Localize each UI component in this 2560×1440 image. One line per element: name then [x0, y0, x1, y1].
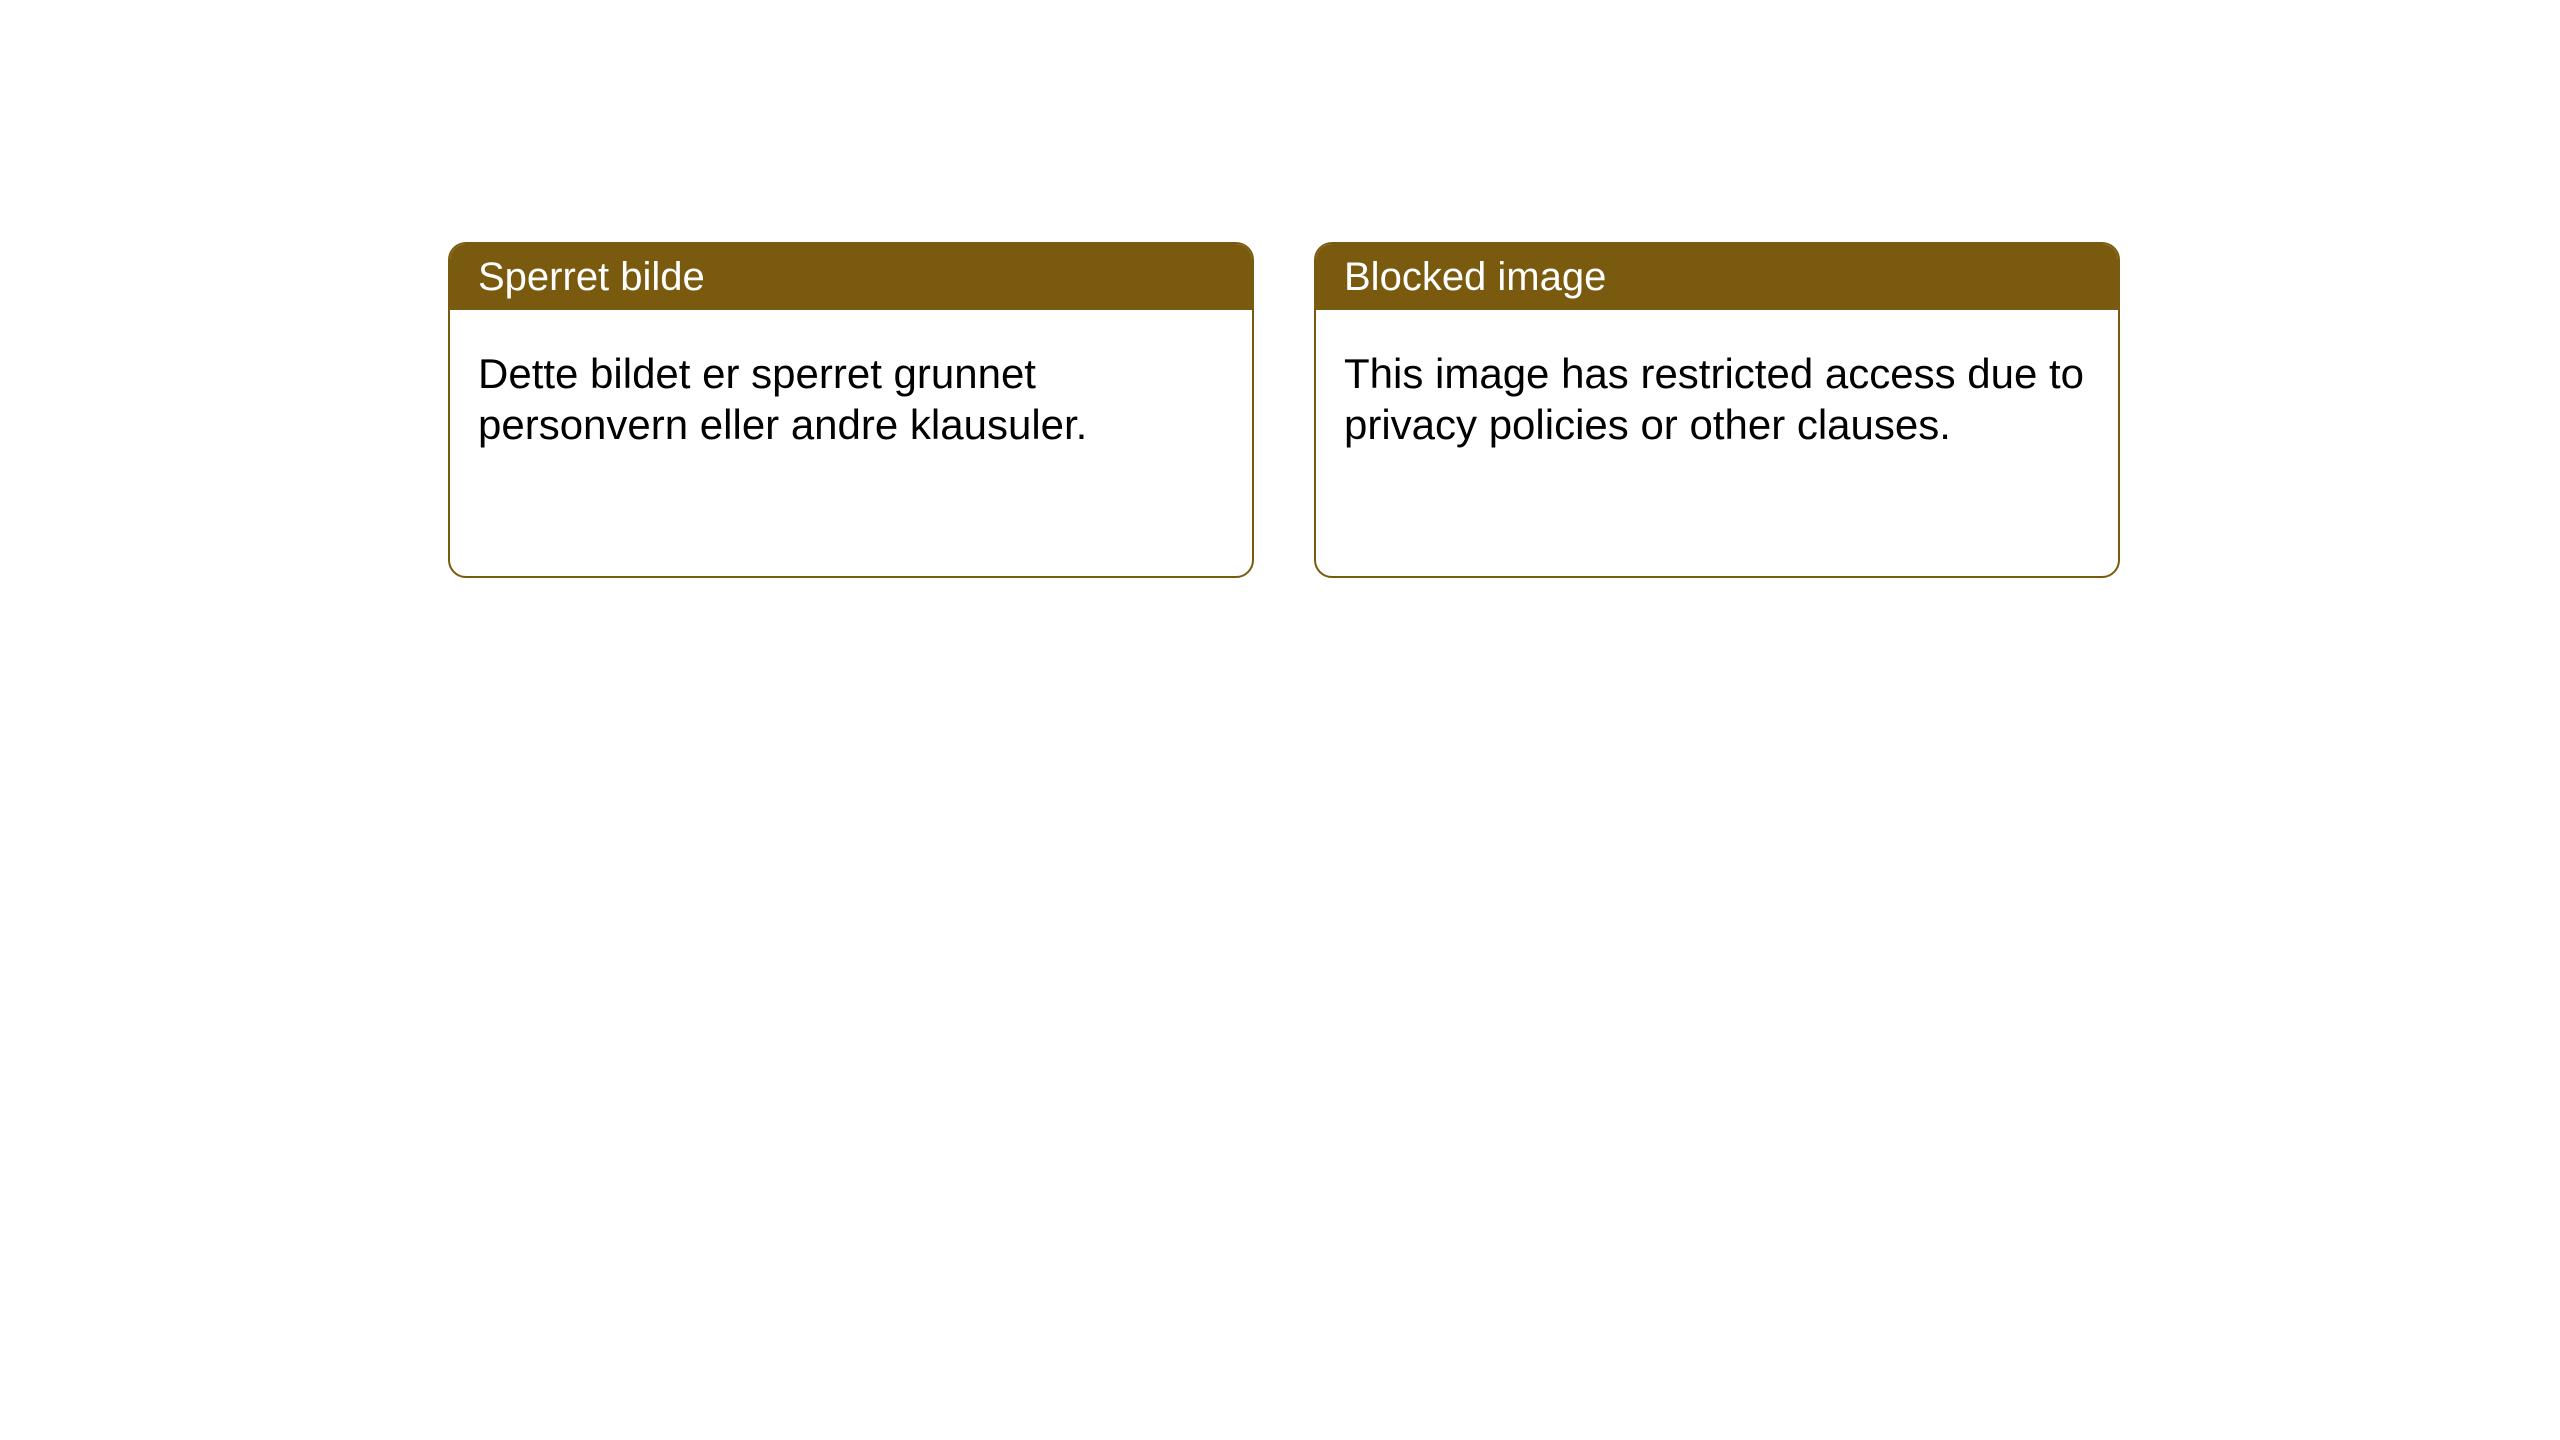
notice-body: Dette bildet er sperret grunnet personve…	[450, 310, 1252, 488]
notice-body: This image has restricted access due to …	[1316, 310, 2118, 488]
notice-header: Blocked image	[1316, 244, 2118, 310]
notice-box-english: Blocked image This image has restricted …	[1314, 242, 2120, 578]
notice-header: Sperret bilde	[450, 244, 1252, 310]
notices-container: Sperret bilde Dette bildet er sperret gr…	[0, 0, 2560, 578]
notice-box-norwegian: Sperret bilde Dette bildet er sperret gr…	[448, 242, 1254, 578]
